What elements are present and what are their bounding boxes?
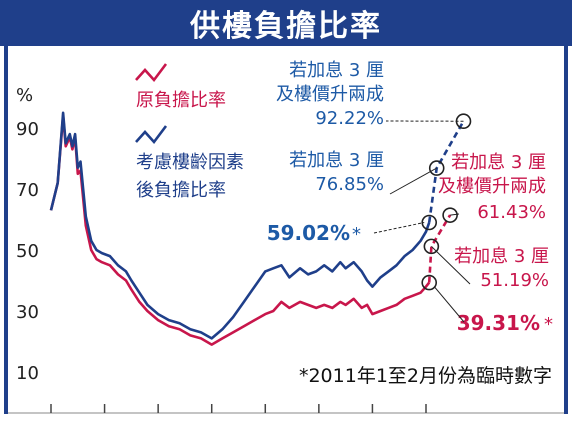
footnote: *2011年1至2月份為臨時數字 — [299, 365, 552, 387]
projection-label-line: 及樓價升兩成 — [276, 84, 384, 105]
projection-label-line: 若加息 3 厘 — [289, 60, 384, 81]
projection-point-marker — [442, 207, 458, 223]
current-point-marker — [421, 214, 438, 231]
y-tick-label: 10 — [16, 363, 39, 384]
projection-line-original — [427, 214, 452, 283]
projection-label-line: 及樓價升兩成 — [438, 176, 546, 197]
current-value-leader — [433, 286, 465, 323]
projection-value-label: 51.19% — [480, 270, 549, 291]
series-line-age-adjusted — [49, 111, 431, 340]
legend-label-age-adjusted: 考慮樓齡因素後負擔比率 — [136, 152, 244, 201]
projection-leader-line — [450, 213, 460, 216]
projection-label-line: 若加息 3 厘 — [289, 150, 384, 171]
y-tick-label: 90 — [16, 119, 39, 140]
chart-svg: %103050709019979901030507092011若加息 3 厘51… — [8, 60, 564, 414]
y-tick-label: 70 — [16, 180, 39, 201]
plot-panel: %103050709019979901030507092011若加息 3 厘51… — [4, 46, 568, 414]
chart-title: 供樓負擔比率 — [190, 9, 382, 44]
current-value-leader — [373, 221, 425, 234]
projection-label-line: 若加息 3 厘 — [451, 152, 546, 173]
projection-value-label: 76.85% — [315, 174, 384, 195]
projection-value-label: 92.22% — [315, 108, 384, 129]
projection-point-marker — [428, 160, 445, 176]
y-tick-label: 50 — [16, 241, 39, 262]
y-tick-label: 30 — [16, 302, 39, 323]
legend-swatch-age-adjusted — [135, 125, 168, 145]
projection-value-label: 61.43% — [477, 202, 546, 223]
current-value-asterisk: * — [544, 314, 553, 335]
legend-label-original: 原負擔比率 — [136, 90, 226, 111]
projection-point-marker — [423, 238, 440, 255]
legend-swatch-original — [135, 63, 168, 83]
projection-leader-line — [389, 167, 437, 195]
projection-point-marker — [455, 113, 472, 130]
current-value-asterisk: * — [352, 224, 361, 245]
y-axis-unit: % — [16, 85, 33, 106]
projection-leader-line — [431, 246, 471, 285]
projection-label-line: 若加息 3 厘 — [454, 246, 549, 267]
title-bar: 供樓負擔比率 — [0, 0, 572, 46]
current-point-marker — [421, 274, 438, 291]
current-value-label-age-adjusted: 59.02% — [267, 221, 350, 245]
current-value-label-original: 39.31% — [457, 311, 540, 335]
